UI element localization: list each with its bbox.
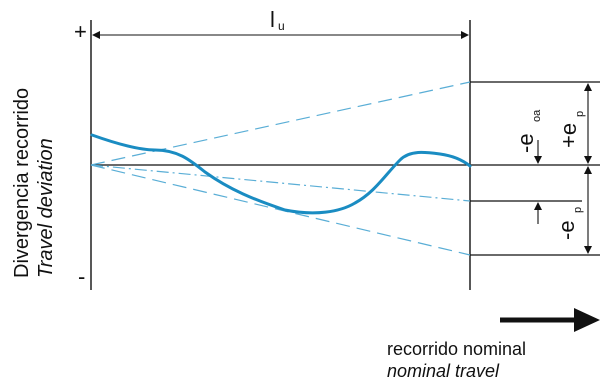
minus-ep-subscript: p: [572, 207, 584, 213]
eoa-subscript: oa: [531, 109, 543, 122]
x-axis-label-italic: nominal travel: [387, 361, 500, 381]
minus-ep-label: -e: [554, 220, 579, 240]
eoa-label-group: -e oa: [513, 109, 543, 153]
plus-ep-subscript: p: [574, 111, 586, 117]
eoa-label: -e: [513, 133, 538, 153]
plus-ep-label: +e: [556, 123, 581, 148]
plus-sign: +: [74, 19, 87, 44]
minus-sign: -: [78, 264, 85, 289]
length-subscript: u: [278, 19, 285, 33]
mean-deviation-dashdot-line: [90, 164, 471, 202]
nominal-travel-arrow-head: [574, 308, 600, 332]
deviation-curve: [90, 133, 472, 215]
length-label: l: [270, 7, 275, 32]
plus-ep-label-group: +e p: [556, 111, 586, 148]
y-axis-label-italic: Travel deviation: [35, 138, 57, 278]
y-axis-label: Divergencia recorrido: [11, 88, 33, 278]
minus-ep-label-group: -e p: [554, 207, 584, 240]
x-axis-label: recorrido nominal: [387, 339, 526, 359]
